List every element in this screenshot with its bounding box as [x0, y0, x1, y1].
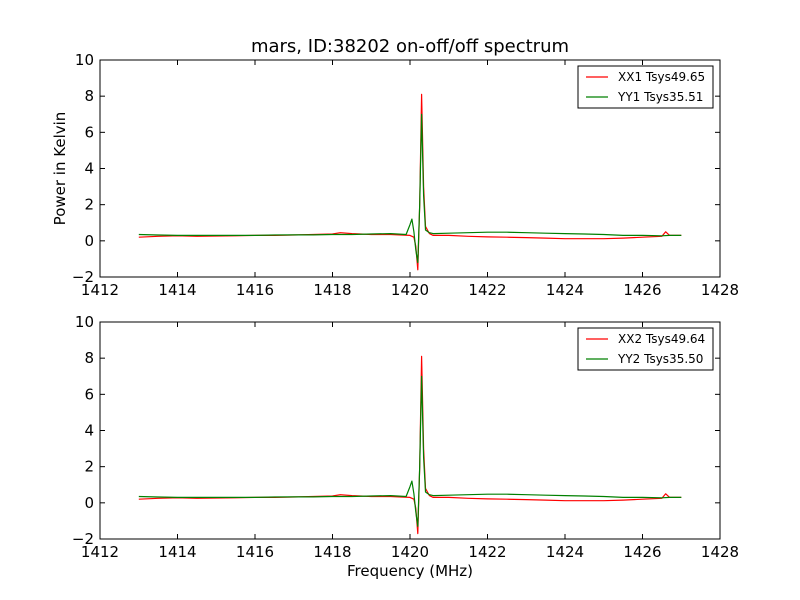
x-tick-label: 1412 [81, 281, 119, 299]
x-tick-label: 1412 [81, 543, 119, 561]
legend: XX2 Tsys49.64 YY2 Tsys35.50 [577, 327, 714, 371]
series-line-yy1 [138, 113, 682, 264]
chart-panel-2: 1412 1414 1416 1418 1420 1422 1424 1426 1428 −2 0 2… [72, 313, 739, 580]
y-tick-label: 2 [84, 458, 94, 476]
legend-box [577, 327, 714, 371]
x-axis-label: Frequency (MHz) [347, 562, 473, 580]
legend-label: YY2 Tsys35.50 [617, 352, 703, 366]
legend-label: XX2 Tsys49.64 [618, 332, 705, 346]
y-tick-label: 6 [84, 385, 94, 403]
x-tick-label: 1426 [623, 543, 661, 561]
legend: XX1 Tsys49.65 YY1 Tsys35.51 [577, 65, 714, 109]
x-tick-label: 1424 [546, 281, 584, 299]
x-tick-label: 1418 [313, 543, 351, 561]
legend-label: XX1 Tsys49.65 [618, 70, 705, 84]
x-tick-label: 1418 [313, 281, 351, 299]
y-tick-label: 0 [84, 494, 94, 512]
y-tick-label: 8 [84, 87, 94, 105]
x-tick-label: 1426 [623, 281, 661, 299]
y-tick-label: 4 [84, 160, 94, 178]
x-tick-label: 1414 [158, 543, 196, 561]
y-tick-label: 10 [75, 51, 94, 69]
y-tick-label: −2 [72, 268, 94, 286]
x-tick-label: 1420 [391, 281, 429, 299]
y-tick-label: 6 [84, 123, 94, 141]
x-tick-label: 1428 [701, 543, 739, 561]
chart-panel-1: 1412 1414 1416 1418 1420 1422 1424 1426 1428 −2 0 2… [51, 36, 739, 299]
x-tick-label: 1416 [236, 543, 274, 561]
x-tick-label: 1424 [546, 543, 584, 561]
y-axis-label: Power in Kelvin [51, 112, 69, 226]
legend-box [577, 65, 714, 109]
x-tick-label: 1422 [468, 543, 506, 561]
y-tick-label: 0 [84, 232, 94, 250]
y-tick-label: 8 [84, 349, 94, 367]
y-tick-label: 4 [84, 422, 94, 440]
legend-label: YY1 Tsys35.51 [617, 90, 703, 104]
series-line-yy2 [138, 375, 682, 527]
y-tick-label: 10 [75, 313, 94, 331]
x-tick-label: 1422 [468, 281, 506, 299]
x-tick-label: 1414 [158, 281, 196, 299]
x-tick-label: 1420 [391, 543, 429, 561]
x-tick-label: 1416 [236, 281, 274, 299]
x-tick-label: 1428 [701, 281, 739, 299]
chart-title: mars, ID:38202 on-off/off spectrum [251, 36, 569, 57]
y-tick-label: −2 [72, 530, 94, 548]
y-tick-label: 2 [84, 196, 94, 214]
